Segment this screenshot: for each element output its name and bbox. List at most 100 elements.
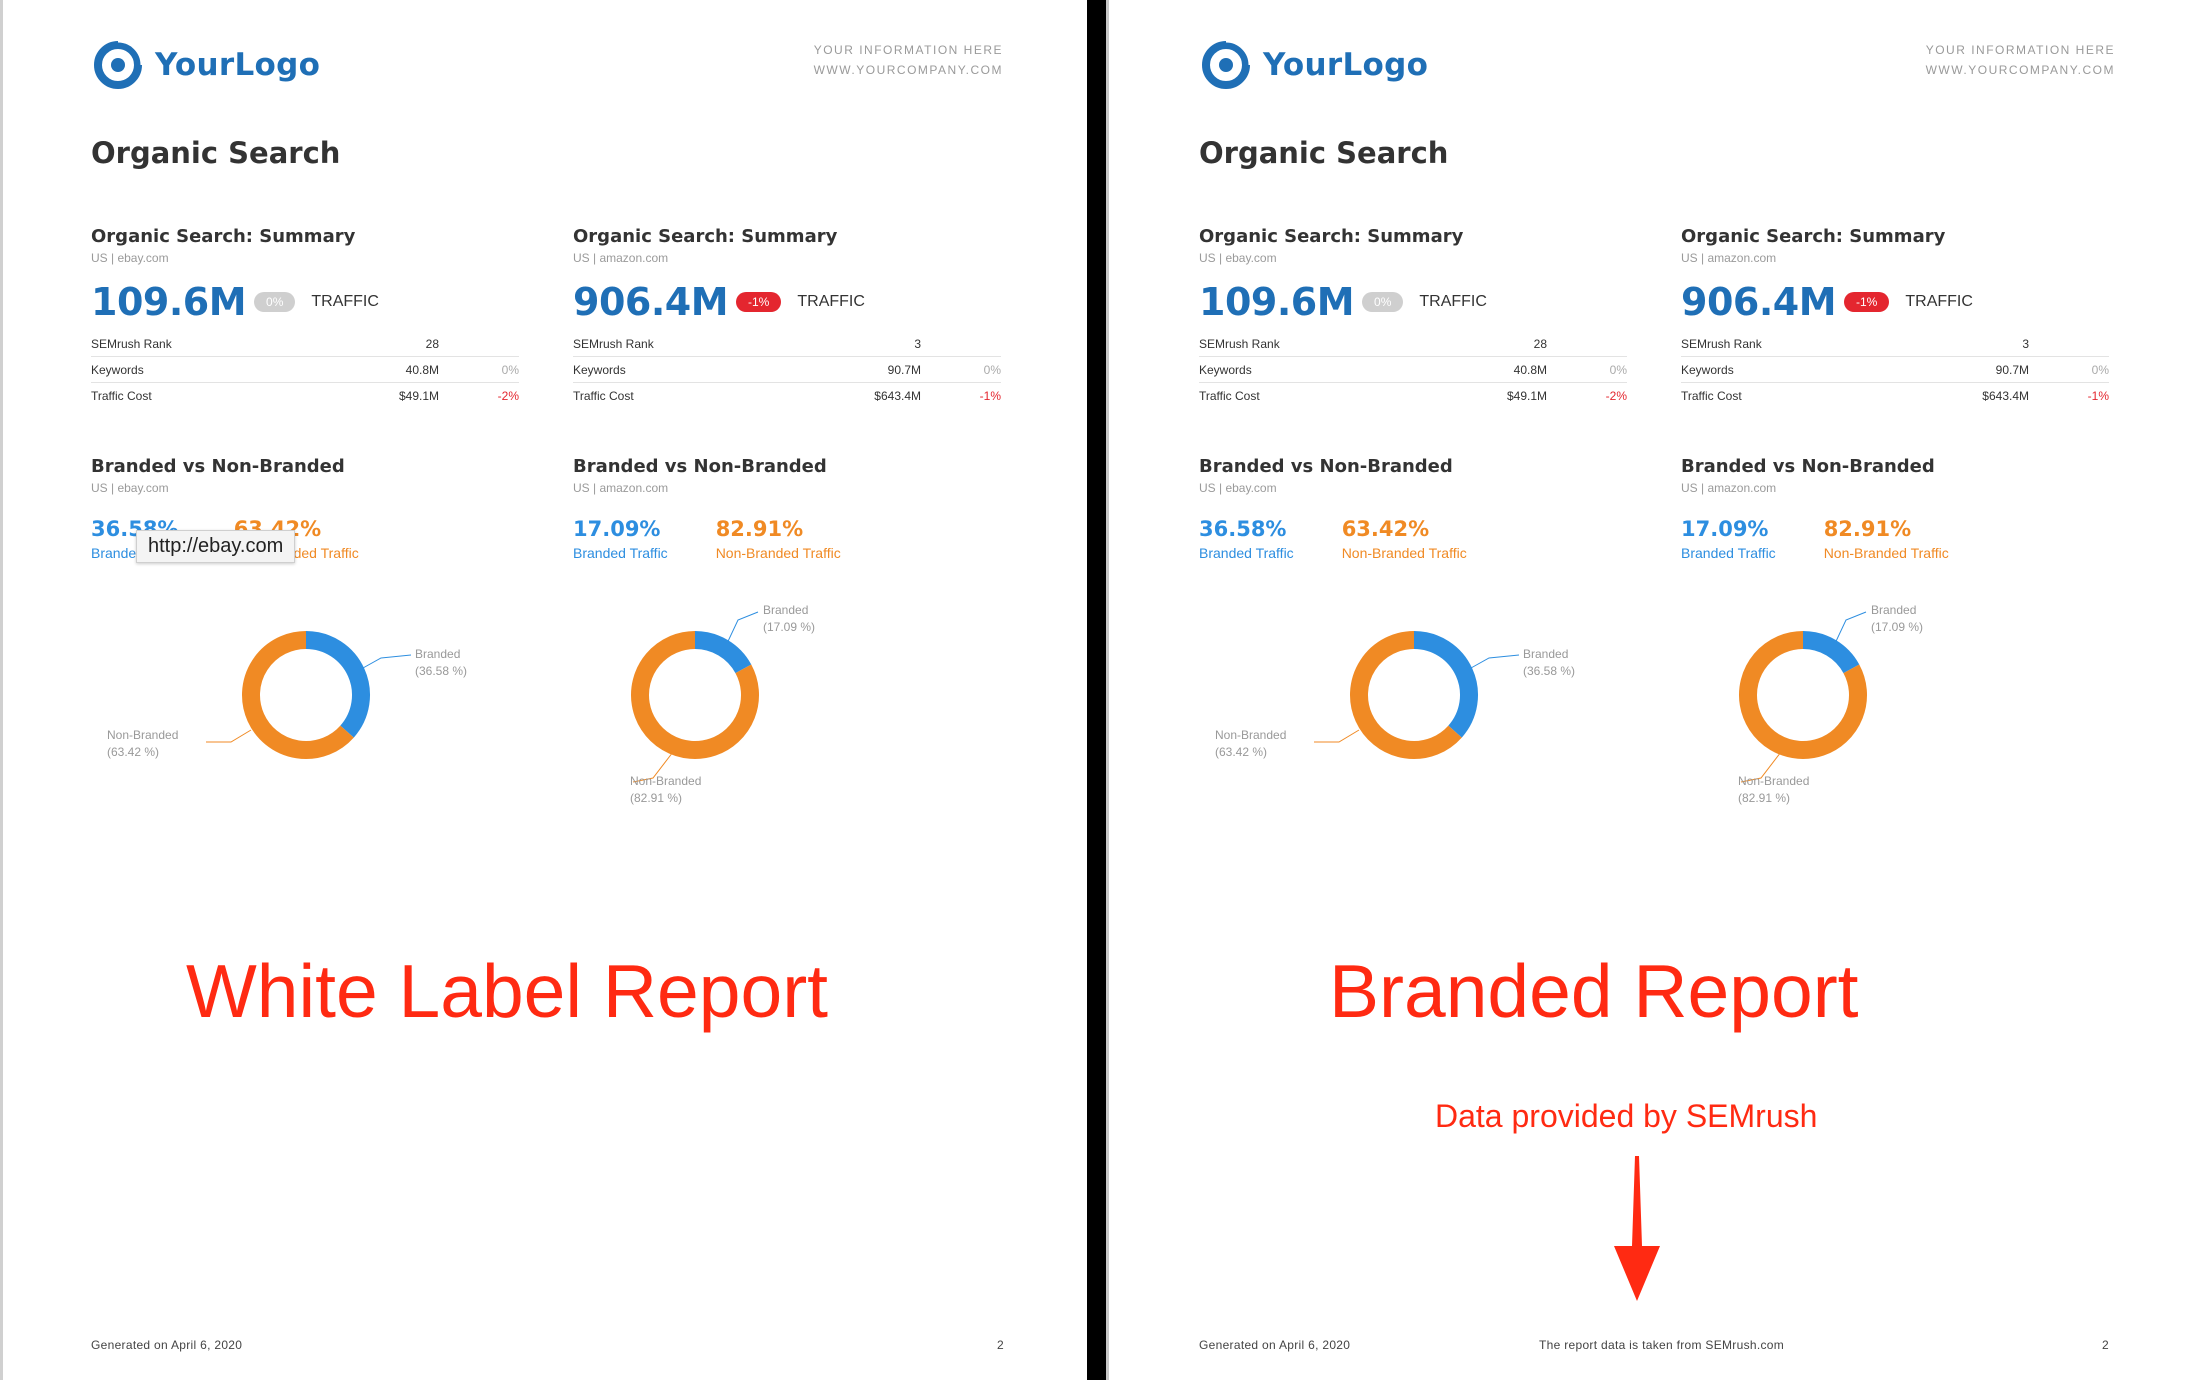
link-tooltip: http://ebay.com	[136, 530, 296, 563]
traffic-label: TRAFFIC	[1905, 293, 1973, 310]
metric-label: SEMrush Rank	[1681, 336, 1762, 351]
section-subtitle[interactable]: US | amazon.com	[573, 481, 669, 495]
section-subtitle[interactable]: US | ebay.com	[1199, 481, 1277, 495]
metric-label: SEMrush Rank	[1199, 336, 1280, 351]
metrics-table: SEMrush Rank 3 Keywords 90.7M 0% Traffic Co…	[573, 331, 1001, 408]
donut-chart-ebay: Branded (36.58 %) Non-Branded (63.42 %)	[1199, 590, 1629, 825]
table-row: Keywords 40.8M 0%	[91, 356, 519, 382]
section-subtitle[interactable]: US | ebay.com	[91, 251, 169, 265]
table-row: SEMrush Rank 3	[573, 331, 1001, 356]
donut-branded-label-text: Branded	[1871, 603, 1917, 617]
metric-value: $49.1M	[398, 388, 439, 403]
nonbranded-leader-line	[206, 729, 252, 743]
section-subtitle[interactable]: US | ebay.com	[91, 481, 169, 495]
donut-branded-label-text: Branded	[415, 647, 461, 661]
summary-ebay: Organic Search: Summary US | ebay.com 10…	[1199, 226, 1627, 408]
traffic-change-badge: 0%	[1362, 292, 1404, 312]
section-subtitle[interactable]: US | amazon.com	[573, 251, 669, 265]
donut-nonbranded-label: Non-Branded (63.42 %)	[107, 727, 178, 761]
donut-slice-branded	[1802, 631, 1860, 674]
donut-branded-label: Branded (36.58 %)	[415, 646, 467, 680]
metric-label: Keywords	[91, 362, 144, 377]
metric-value: 40.8M	[1513, 362, 1547, 377]
traffic-value: 906.4M	[573, 280, 729, 324]
metric-value: $49.1M	[1506, 388, 1547, 403]
down-arrow-icon	[1614, 1156, 1660, 1301]
page-title: Organic Search	[1199, 136, 1449, 170]
white-label-report-page: YourLogo YOUR INFORMATION HERE WWW.YOURC…	[3, 0, 1087, 1380]
page-edge-left	[0, 0, 3, 1380]
metric-change: 0%	[501, 362, 519, 377]
donut-nonbranded-label: Non-Branded (82.91 %)	[630, 773, 701, 807]
donut-slice-non-branded	[242, 631, 354, 759]
donut-nonbranded-label: Non-Branded (82.91 %)	[1738, 773, 1809, 807]
table-row: Traffic Cost $49.1M -2%	[1199, 382, 1627, 408]
section-title: Organic Search: Summary	[1199, 226, 1464, 247]
footer-page-number: 2	[997, 1338, 1004, 1352]
footer-generated-date: Generated on April 6, 2020	[91, 1338, 243, 1352]
section-subtitle[interactable]: US | amazon.com	[1681, 251, 1777, 265]
metric-change: 0%	[983, 362, 1001, 377]
donut-chart-amazon: Branded (17.09 %) Non-Branded (82.91 %)	[573, 590, 1003, 835]
nonbranded-leader-line	[1314, 729, 1360, 743]
donut-nonbranded-value: (63.42 %)	[107, 745, 160, 759]
logo-text: YourLogo	[155, 47, 321, 83]
metric-label: Keywords	[1199, 362, 1252, 377]
branded-leader-line	[722, 611, 759, 653]
donut-chart-ebay: Branded (36.58 %) Non-Branded (63.42 %)	[91, 590, 521, 825]
donut-nonbranded-label-text: Non-Branded	[1215, 728, 1287, 742]
nonbranded-percent: 63.42%	[1341, 517, 1430, 541]
table-row: Keywords 90.7M 0%	[1681, 356, 2109, 382]
branded-leader-line	[362, 654, 412, 669]
section-title: Branded vs Non-Branded	[1681, 456, 1935, 477]
nonbranded-traffic-label: Non-Branded Traffic	[715, 545, 841, 561]
footer-generated-date: Generated on April 6, 2020	[1199, 1338, 1351, 1352]
table-row: SEMrush Rank 28	[91, 331, 519, 356]
traffic-change-badge: 0%	[254, 292, 296, 312]
metric-change: -1%	[979, 388, 1001, 403]
branded-report-caption: Branded Report	[1329, 949, 1859, 1033]
summary-amazon: Organic Search: Summary US | amazon.com …	[1681, 226, 2109, 408]
metric-value: $643.4M	[1982, 388, 2029, 403]
metric-change: 0%	[2091, 362, 2109, 377]
donut-svg	[1739, 611, 1867, 783]
donut-nonbranded-value: (82.91 %)	[1738, 791, 1791, 805]
nonbranded-traffic-label: Non-Branded Traffic	[1823, 545, 1949, 561]
metric-value: 3	[2022, 336, 2029, 351]
metrics-table: SEMrush Rank 3 Keywords 90.7M 0% Traffic Co…	[1681, 331, 2109, 408]
table-row: Traffic Cost $643.4M -1%	[1681, 382, 2109, 408]
footer-page-number: 2	[2102, 1338, 2109, 1352]
section-subtitle[interactable]: US | ebay.com	[1199, 251, 1277, 265]
section-title: Organic Search: Summary	[91, 226, 356, 247]
donut-branded-label: Branded (17.09 %)	[763, 602, 815, 636]
traffic-value: 906.4M	[1681, 280, 1837, 324]
section-subtitle[interactable]: US | amazon.com	[1681, 481, 1777, 495]
metric-change: 0%	[1609, 362, 1627, 377]
donut-slice-non-branded	[1350, 631, 1462, 759]
donut-branded-label-text: Branded	[763, 603, 809, 617]
metric-label: Keywords	[1681, 362, 1734, 377]
branded-ebay: Branded vs Non-Branded US | ebay.com 36.…	[1199, 456, 1627, 561]
company-info: YOUR INFORMATION HERE WWW.YOURCOMPANY.CO…	[1926, 40, 2115, 80]
logo-icon	[94, 39, 144, 89]
branded-leader-line	[1470, 654, 1520, 669]
company-logo: YourLogo	[91, 38, 320, 92]
donut-chart-amazon: Branded (17.09 %) Non-Branded (82.91 %)	[1681, 590, 2111, 835]
data-provided-caption: Data provided by SEMrush	[1435, 1098, 1818, 1134]
table-row: Traffic Cost $49.1M -2%	[91, 382, 519, 408]
metric-label: Traffic Cost	[1681, 388, 1742, 403]
company-website: WWW.YOURCOMPANY.COM	[813, 63, 1003, 77]
summary-ebay: Organic Search: Summary US | ebay.com 10…	[91, 226, 519, 408]
metric-value: 90.7M	[887, 362, 921, 377]
branded-amazon: Branded vs Non-Branded US | amazon.com 1…	[1681, 456, 2109, 561]
metric-value: 40.8M	[405, 362, 439, 377]
metric-label: Traffic Cost	[91, 388, 152, 403]
summary-amazon: Organic Search: Summary US | amazon.com …	[573, 226, 1001, 408]
metric-label: Keywords	[573, 362, 626, 377]
donut-svg	[631, 611, 759, 783]
branded-percent: 17.09%	[1681, 517, 1769, 541]
donut-branded-value: (17.09 %)	[1871, 620, 1924, 634]
donut-branded-value: (36.58 %)	[415, 664, 468, 678]
footer-source-note: The report data is taken from SEMrush.co…	[1539, 1338, 1785, 1352]
company-info: YOUR INFORMATION HERE WWW.YOURCOMPANY.CO…	[814, 40, 1003, 80]
